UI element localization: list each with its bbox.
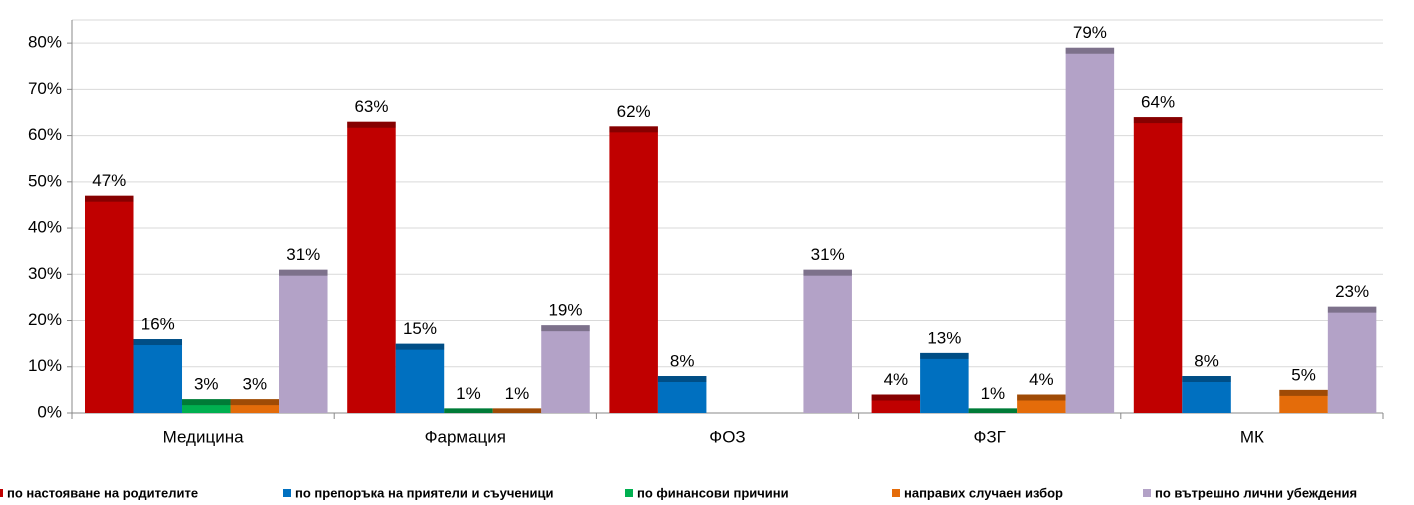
bar-cap [1133,117,1183,124]
bar [1279,389,1328,413]
legend-label: по финансови причини [637,485,789,500]
value-label: 1% [505,384,530,403]
bar-cap [395,343,445,350]
bar [657,376,707,413]
y-tick-label: 80% [28,33,62,52]
bar-cap [968,408,1018,413]
bar [871,394,921,413]
y-tick-label: 0% [37,402,62,421]
value-label: 19% [548,301,582,320]
bar-cap [279,269,328,276]
bar [1182,376,1231,413]
y-tick-label: 40% [28,218,62,237]
x-tick-label: ФЗГ [973,427,1005,446]
bar-cap [1065,47,1115,54]
x-tick-label: Фармация [425,427,506,446]
bar [1065,47,1115,413]
bar [133,339,183,413]
y-tick-label: 50% [28,171,62,190]
value-label: 23% [1335,282,1369,301]
bar [279,269,328,413]
legend-label: по препоръка на приятели и съученици [295,485,553,500]
bar [182,399,231,413]
bar-cap [657,376,707,383]
bar [444,408,493,413]
bar [609,126,658,413]
legend-label: по настояване на родителите [7,485,198,500]
bar-cap [871,394,921,401]
bar-cap [803,269,852,276]
value-label: 64% [1141,93,1175,112]
bar-cap [541,325,590,332]
value-label: 62% [617,102,651,121]
bar [85,195,134,413]
bar-cap [230,399,280,406]
legend-label: по вътрешно лични убеждения [1155,485,1357,500]
value-label: 16% [141,315,175,334]
y-tick-label: 70% [28,79,62,98]
value-label: 8% [670,351,695,370]
value-label: 4% [1029,370,1054,389]
legend-marker [283,489,291,497]
legend-label: направих случаен избор [904,485,1063,500]
value-label: 15% [403,319,437,338]
y-tick-label: 60% [28,125,62,144]
y-tick-label: 10% [28,356,62,375]
value-label: 47% [92,171,126,190]
bar [541,325,590,413]
x-tick-label: МК [1240,427,1264,446]
bar [1133,117,1183,413]
bar-cap [1327,306,1377,313]
bar-cap [1279,389,1328,396]
value-label: 1% [981,384,1006,403]
bar [395,343,445,413]
y-tick-label: 20% [28,310,62,329]
bar [968,408,1018,413]
bar [230,399,280,413]
legend-marker [1143,489,1151,497]
legend-marker [625,489,633,497]
x-tick-label: Медицина [163,427,244,446]
bar [1017,394,1066,413]
bar-cap [1182,376,1231,383]
bar-cap [182,399,231,406]
value-label: 3% [194,375,219,394]
value-label: 31% [811,245,845,264]
bar-cap [920,352,969,359]
bar [803,269,852,413]
bar-cap [133,339,183,346]
value-label: 4% [884,370,909,389]
value-label: 79% [1073,23,1107,42]
value-label: 31% [286,245,320,264]
bar [347,121,396,413]
value-label: 1% [456,384,481,403]
value-label: 8% [1194,351,1219,370]
bar [920,352,969,413]
bar-cap [492,408,542,413]
y-tick-label: 30% [28,264,62,283]
x-tick-label: ФОЗ [709,427,745,446]
value-label: 63% [354,97,388,116]
legend-marker [892,489,900,497]
value-label: 3% [242,375,267,394]
bar-cap [444,408,493,413]
legend-marker [0,489,3,497]
bar-cap [85,195,134,202]
value-label: 5% [1291,365,1316,384]
value-label: 13% [927,328,961,347]
bar-cap [347,121,396,128]
bar [492,408,542,413]
bar-cap [609,126,658,133]
bar [1327,306,1377,413]
bar-cap [1017,394,1066,401]
